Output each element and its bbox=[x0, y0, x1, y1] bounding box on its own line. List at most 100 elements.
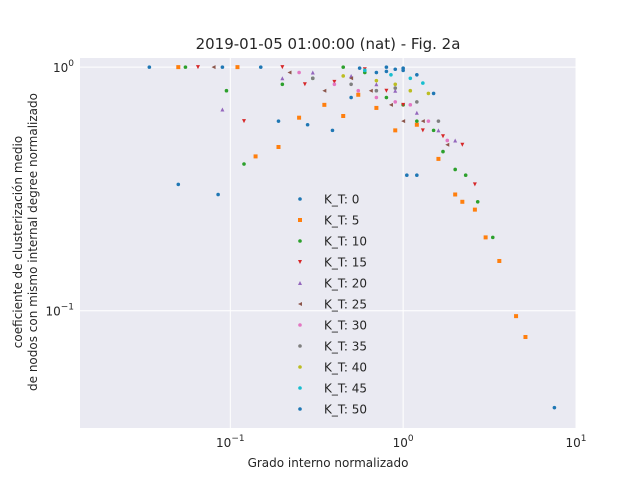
data-point bbox=[405, 173, 409, 177]
data-point bbox=[305, 122, 310, 127]
data-point bbox=[330, 128, 335, 133]
legend-label: K_T: 10 bbox=[324, 235, 367, 249]
series-6 bbox=[297, 70, 450, 143]
data-point bbox=[441, 149, 445, 154]
legend-marker bbox=[298, 239, 302, 243]
data-point bbox=[384, 88, 389, 93]
data-point bbox=[176, 65, 181, 70]
x-tick-label-exponent: 1 bbox=[581, 434, 587, 444]
data-point bbox=[415, 119, 419, 123]
data-point bbox=[440, 134, 445, 139]
data-point bbox=[235, 65, 240, 70]
data-point bbox=[374, 88, 379, 93]
data-point bbox=[436, 128, 441, 133]
plot-area bbox=[80, 58, 576, 428]
data-point bbox=[297, 115, 302, 120]
data-point bbox=[393, 86, 398, 90]
data-point bbox=[426, 91, 431, 96]
data-point bbox=[408, 76, 413, 81]
data-point bbox=[374, 78, 379, 83]
data-point bbox=[472, 182, 477, 187]
chart-title: 2019-01-05 01:00:00 (nat) - Fig. 2a bbox=[196, 35, 461, 53]
legend-label: K_T: 45 bbox=[324, 382, 367, 396]
legend-label: K_T: 20 bbox=[324, 277, 367, 291]
series-4 bbox=[220, 70, 458, 143]
data-points bbox=[147, 65, 557, 410]
data-point bbox=[401, 102, 406, 107]
legend-label: K_T: 30 bbox=[324, 319, 367, 333]
grid bbox=[80, 58, 577, 428]
data-point bbox=[322, 88, 327, 93]
legend-marker bbox=[298, 365, 302, 369]
data-point bbox=[258, 65, 263, 69]
data-point bbox=[463, 173, 468, 177]
data-point bbox=[453, 167, 457, 172]
data-point bbox=[421, 81, 425, 85]
data-point bbox=[349, 76, 354, 81]
legend-label: K_T: 25 bbox=[324, 298, 367, 312]
data-point bbox=[297, 70, 301, 75]
data-point bbox=[445, 142, 450, 147]
x-tick-label: 101 bbox=[565, 434, 586, 450]
y-axis-label-line-2: de nodos con mismo internal degree norma… bbox=[26, 93, 40, 391]
series-9 bbox=[363, 68, 425, 85]
data-point bbox=[445, 138, 450, 143]
legend-label: K_T: 40 bbox=[324, 361, 367, 375]
legend-label: K_T: 15 bbox=[324, 256, 367, 270]
data-point bbox=[393, 82, 398, 87]
series-7 bbox=[310, 76, 441, 123]
y-tick-label-base: 10 bbox=[45, 305, 60, 319]
data-point bbox=[176, 182, 181, 187]
data-point bbox=[436, 156, 441, 161]
y-tick-label: 10−1 bbox=[45, 303, 74, 319]
data-point bbox=[368, 88, 373, 93]
data-point bbox=[341, 65, 346, 69]
y-tick-label-exponent: 0 bbox=[68, 59, 74, 69]
data-point bbox=[384, 95, 389, 100]
data-point bbox=[408, 88, 413, 93]
data-point bbox=[349, 95, 353, 100]
x-tick-label-base: 10 bbox=[393, 436, 408, 450]
legend-marker bbox=[298, 197, 302, 201]
legend-label: K_T: 0 bbox=[324, 193, 359, 207]
data-point bbox=[220, 65, 225, 69]
data-point bbox=[436, 119, 441, 123]
x-tick-label-exponent: 0 bbox=[408, 434, 414, 444]
data-point bbox=[408, 103, 413, 107]
series-3 bbox=[195, 65, 477, 187]
data-point bbox=[393, 128, 398, 133]
data-point bbox=[276, 119, 281, 123]
data-point bbox=[460, 142, 465, 147]
data-point bbox=[374, 105, 379, 110]
data-point bbox=[147, 65, 152, 69]
data-point bbox=[356, 92, 361, 97]
data-point bbox=[310, 70, 315, 75]
data-point bbox=[453, 138, 458, 143]
legend-label: K_T: 5 bbox=[324, 214, 359, 228]
y-tick-label-base: 10 bbox=[53, 61, 68, 75]
data-point bbox=[453, 192, 458, 197]
data-point bbox=[332, 82, 337, 87]
data-point bbox=[216, 192, 220, 197]
data-point bbox=[388, 102, 393, 107]
data-point bbox=[341, 113, 346, 118]
data-point bbox=[415, 173, 419, 177]
data-point bbox=[415, 72, 419, 77]
data-point bbox=[374, 95, 379, 100]
data-point bbox=[420, 119, 425, 124]
data-point bbox=[497, 258, 502, 263]
x-tick-label: 100 bbox=[393, 434, 414, 450]
data-point bbox=[415, 100, 419, 104]
legend-marker bbox=[298, 323, 302, 327]
data-point bbox=[280, 82, 285, 87]
data-point bbox=[552, 405, 557, 410]
data-point bbox=[475, 199, 480, 204]
x-tick-label-base: 10 bbox=[216, 436, 231, 450]
series-5 bbox=[211, 65, 450, 147]
data-point bbox=[363, 68, 367, 73]
legend: K_T: 0 K_T: 5 K_T: 10 K_T: 15 K_T: 20 K_T: 25… bbox=[298, 193, 367, 417]
data-point bbox=[401, 68, 405, 73]
legend-marker bbox=[298, 218, 302, 222]
